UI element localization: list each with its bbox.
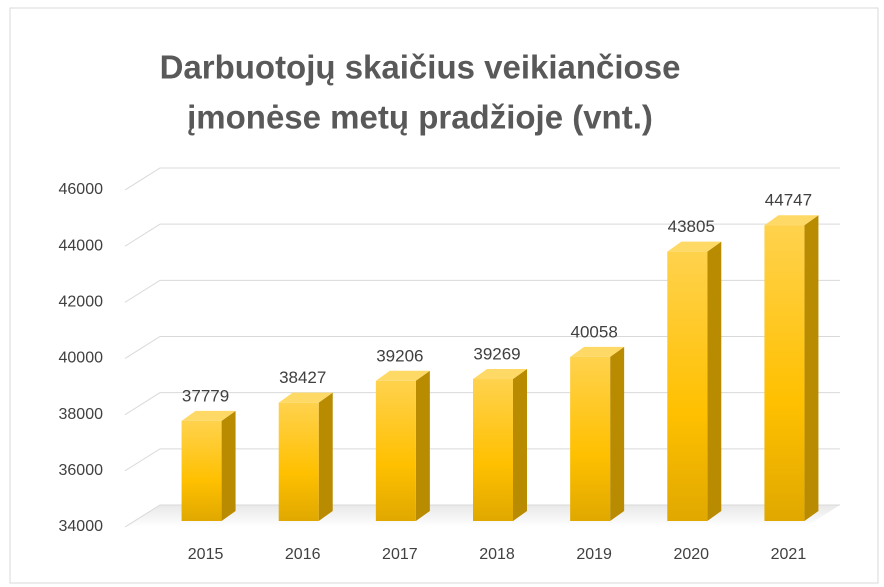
grid-line bbox=[124, 223, 840, 247]
bar-top bbox=[375, 370, 430, 381]
bar-front bbox=[667, 251, 708, 521]
bar-top bbox=[667, 241, 722, 252]
bar-top bbox=[764, 215, 819, 226]
bar bbox=[181, 410, 236, 521]
bar-side bbox=[513, 369, 527, 521]
bar-top bbox=[570, 346, 625, 357]
y-tick-label: 38000 bbox=[59, 406, 104, 423]
y-tick-label: 42000 bbox=[59, 294, 104, 311]
bar-side bbox=[415, 370, 430, 521]
data-label: 39206 bbox=[376, 346, 423, 365]
bar-side bbox=[318, 392, 333, 521]
data-label: 40058 bbox=[571, 322, 618, 341]
bar-top bbox=[473, 369, 527, 380]
bar bbox=[667, 241, 722, 521]
data-label: 44747 bbox=[765, 191, 812, 210]
bar bbox=[278, 392, 333, 521]
y-tick-label: 44000 bbox=[59, 237, 104, 254]
bar-front bbox=[375, 380, 416, 521]
bar bbox=[375, 370, 430, 521]
x-tick-label: 2015 bbox=[188, 546, 224, 563]
bar-front bbox=[181, 420, 222, 521]
x-tick-label: 2016 bbox=[285, 546, 321, 563]
x-tick-label: 2017 bbox=[382, 546, 418, 563]
data-label: 37779 bbox=[182, 386, 229, 405]
x-tick-label: 2021 bbox=[771, 546, 807, 563]
bar bbox=[570, 346, 625, 521]
bar-front bbox=[278, 402, 319, 521]
x-tick-label: 2019 bbox=[576, 546, 612, 563]
data-label: 38427 bbox=[279, 368, 326, 387]
chart-title: įmonėse metų pradžioje (vnt.) bbox=[187, 99, 653, 136]
data-label: 43805 bbox=[668, 217, 715, 236]
bar bbox=[473, 369, 527, 521]
bar-front bbox=[473, 379, 513, 521]
bar-front bbox=[570, 356, 611, 521]
bar-side bbox=[610, 346, 625, 521]
bar-side bbox=[221, 410, 236, 521]
bar-top bbox=[181, 410, 236, 421]
x-tick-label: 2018 bbox=[479, 546, 515, 563]
x-tick-label: 2020 bbox=[673, 546, 709, 563]
grid-line bbox=[124, 279, 840, 303]
bar-side bbox=[804, 215, 819, 521]
bar bbox=[764, 215, 819, 521]
y-tick-label: 36000 bbox=[59, 462, 104, 479]
bar-top bbox=[278, 392, 333, 403]
y-tick-label: 34000 bbox=[59, 518, 104, 535]
chart-title: Darbuotojų skaičius veikiančiose bbox=[160, 49, 681, 86]
grid-line bbox=[124, 336, 840, 359]
grid-line bbox=[124, 167, 840, 191]
y-tick-label: 40000 bbox=[59, 350, 104, 367]
y-tick-label: 46000 bbox=[59, 181, 104, 198]
data-label: 39269 bbox=[473, 345, 520, 364]
bar-side bbox=[707, 241, 722, 521]
bar-front bbox=[764, 225, 805, 521]
chart-frame bbox=[9, 7, 879, 584]
